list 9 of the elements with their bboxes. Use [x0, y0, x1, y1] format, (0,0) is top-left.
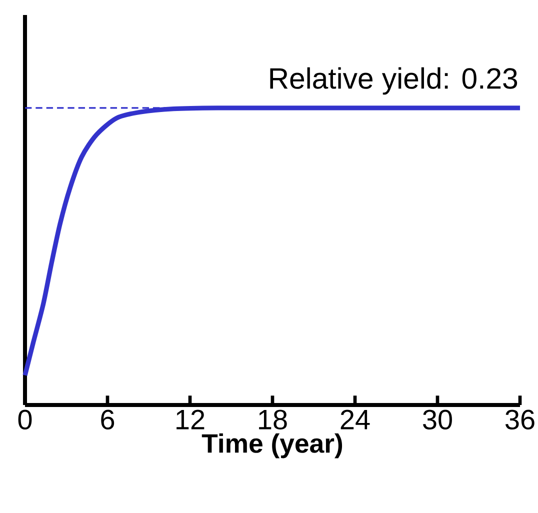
x-axis-title: Time (year)	[202, 433, 342, 458]
x-tick-label: 18	[259, 410, 287, 430]
x-tick-label: 12	[176, 410, 204, 430]
x-tick-label: 30	[422, 410, 452, 430]
x-tick-label: 0	[18, 410, 32, 430]
x-tick-label: 36	[505, 410, 534, 430]
text: Relative yield: 0.23	[270, 67, 518, 95]
x-tick-label: 24	[340, 410, 370, 430]
x-tick-label: 6	[101, 410, 114, 430]
